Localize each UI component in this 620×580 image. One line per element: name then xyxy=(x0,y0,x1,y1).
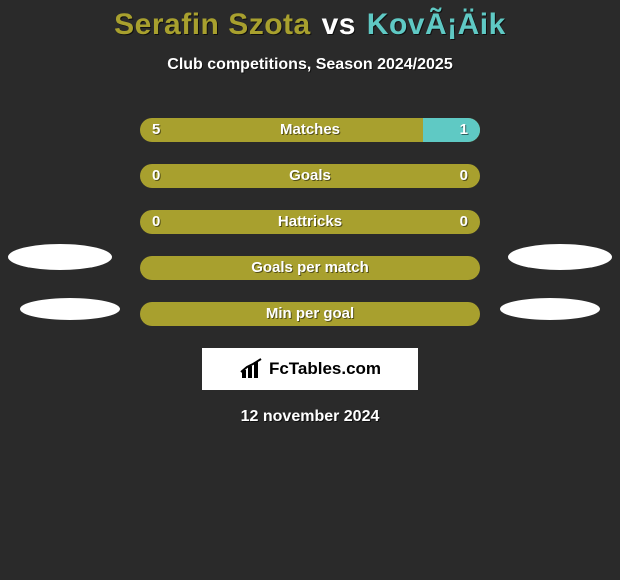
stat-label: Goals xyxy=(140,164,480,188)
stat-label: Min per goal xyxy=(140,302,480,326)
subtitle: Club competitions, Season 2024/2025 xyxy=(0,56,620,74)
stat-value-right: 0 xyxy=(460,210,468,234)
player1-marker-top xyxy=(8,244,112,270)
logo-text: FcTables.com xyxy=(269,359,381,379)
stat-label: Matches xyxy=(140,118,480,142)
stat-label: Hattricks xyxy=(140,210,480,234)
stat-row-hattricks: 0 Hattricks 0 xyxy=(140,210,480,234)
comparison-card: Serafin Szota vs KovÃ¡Äik Club competiti… xyxy=(0,0,620,426)
player2-marker-bottom xyxy=(500,298,600,320)
page-title: Serafin Szota vs KovÃ¡Äik xyxy=(0,8,620,42)
date-label: 12 november 2024 xyxy=(0,408,620,426)
player1-name: Serafin Szota xyxy=(114,8,311,41)
stat-value-right: 0 xyxy=(460,164,468,188)
stat-row-min-per-goal: Min per goal xyxy=(140,302,480,326)
player2-name: KovÃ¡Äik xyxy=(367,8,506,41)
stat-row-matches: 5 Matches 1 xyxy=(140,118,480,142)
source-logo: FcTables.com xyxy=(202,348,418,390)
chart-icon xyxy=(239,358,265,380)
stat-row-goals-per-match: Goals per match xyxy=(140,256,480,280)
stat-label: Goals per match xyxy=(140,256,480,280)
stat-row-goals: 0 Goals 0 xyxy=(140,164,480,188)
player2-marker-top xyxy=(508,244,612,270)
player1-marker-bottom xyxy=(20,298,120,320)
stats-rows: 5 Matches 1 0 Goals 0 0 Hattricks 0 Goal… xyxy=(0,118,620,326)
stat-value-right: 1 xyxy=(460,118,468,142)
vs-label: vs xyxy=(322,8,356,41)
